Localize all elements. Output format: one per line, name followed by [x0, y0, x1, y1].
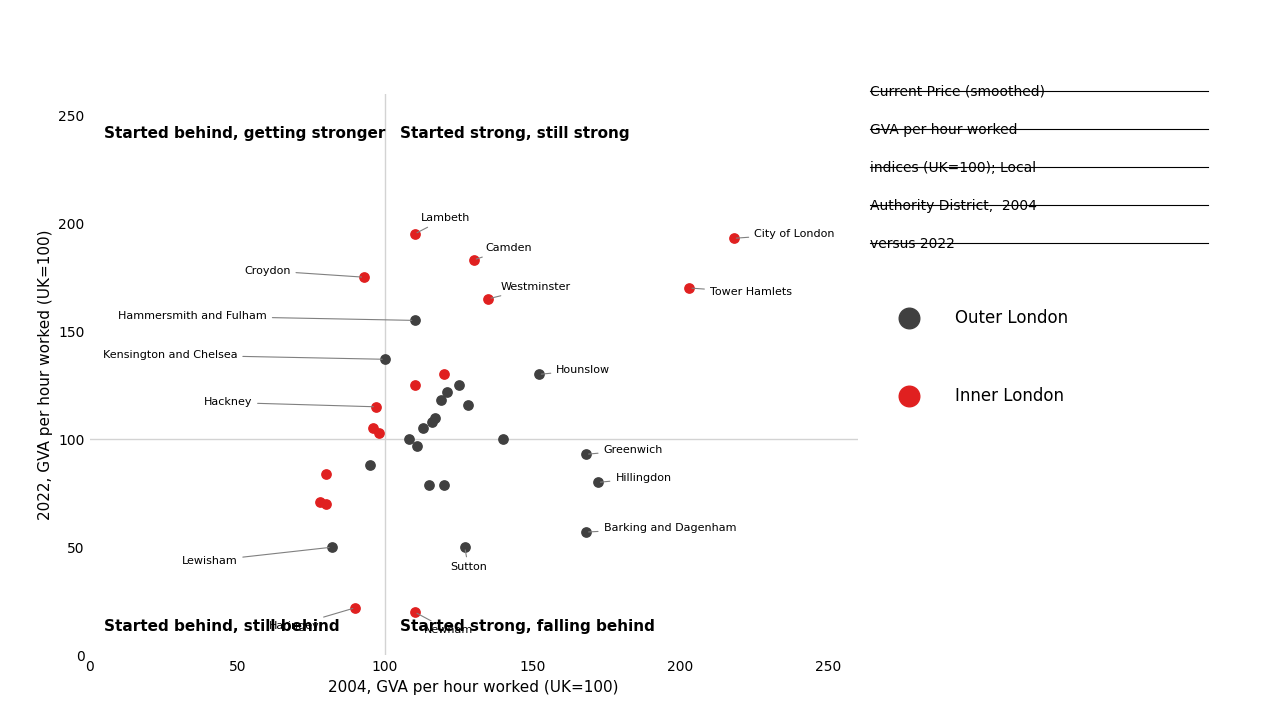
- Point: [678, 282, 699, 294]
- Text: Westminster: Westminster: [492, 282, 571, 298]
- Text: Current Price (smoothed): Current Price (smoothed): [870, 85, 1046, 99]
- X-axis label: 2004, GVA per hour worked (UK=100): 2004, GVA per hour worked (UK=100): [329, 680, 618, 695]
- Point: [431, 395, 452, 406]
- Point: [364, 423, 384, 434]
- Point: [899, 390, 919, 402]
- Point: [366, 401, 387, 413]
- Point: [434, 479, 454, 490]
- Point: [457, 399, 477, 410]
- Point: [407, 440, 428, 451]
- Text: Croydon: Croydon: [244, 266, 361, 277]
- Text: Haringey: Haringey: [269, 608, 353, 631]
- Y-axis label: 2022, GVA per hour worked (UK=100): 2022, GVA per hour worked (UK=100): [38, 229, 52, 520]
- Text: indices (UK=100); Local: indices (UK=100); Local: [870, 161, 1037, 175]
- Point: [422, 416, 443, 428]
- Text: Greenwich: Greenwich: [589, 445, 663, 455]
- Point: [899, 312, 919, 324]
- Text: LSE: LSE: [1123, 636, 1213, 678]
- Text: Lambeth: Lambeth: [417, 213, 470, 233]
- Point: [436, 386, 457, 397]
- Text: City of London: City of London: [736, 229, 835, 239]
- Point: [588, 477, 608, 488]
- Point: [419, 479, 439, 490]
- Point: [454, 541, 475, 553]
- Point: [479, 293, 499, 305]
- Point: [316, 468, 337, 480]
- Text: Kensington and Chelsea: Kensington and Chelsea: [102, 350, 383, 360]
- Text: Not all boroughs are thriving: Not all boroughs are thriving: [300, 17, 980, 59]
- Text: Started strong, still strong: Started strong, still strong: [399, 126, 630, 141]
- Point: [463, 254, 484, 266]
- Text: Inner London: Inner London: [955, 387, 1064, 405]
- Point: [404, 606, 425, 618]
- Text: Barking and Dagenham: Barking and Dagenham: [589, 523, 736, 533]
- Point: [723, 233, 744, 244]
- Text: Tower Hamlets: Tower Hamlets: [692, 287, 792, 297]
- Point: [434, 369, 454, 380]
- Point: [404, 379, 425, 391]
- Point: [316, 498, 337, 510]
- Point: [360, 459, 380, 471]
- Point: [404, 315, 425, 326]
- Point: [355, 271, 375, 283]
- Point: [413, 423, 434, 434]
- Text: Newham: Newham: [417, 613, 472, 635]
- Text: Hammersmith and Fulham: Hammersmith and Fulham: [118, 311, 412, 321]
- Point: [404, 228, 425, 240]
- Point: [576, 449, 596, 460]
- Point: [398, 433, 419, 445]
- Text: GVA per hour worked: GVA per hour worked: [870, 123, 1018, 137]
- Point: [310, 496, 330, 508]
- Text: versus 2022: versus 2022: [870, 237, 955, 251]
- Text: Started behind, getting stronger: Started behind, getting stronger: [105, 126, 385, 141]
- Point: [529, 369, 549, 380]
- Text: Camden: Camden: [476, 243, 532, 259]
- Text: Lewisham: Lewisham: [182, 547, 329, 566]
- Point: [493, 433, 513, 445]
- Point: [375, 354, 396, 365]
- Text: Started strong, falling behind: Started strong, falling behind: [399, 618, 654, 634]
- Point: [425, 412, 445, 423]
- Point: [448, 379, 468, 391]
- Text: Outer London: Outer London: [955, 310, 1068, 327]
- Point: [321, 541, 342, 553]
- Text: Sutton: Sutton: [451, 550, 486, 572]
- Point: [346, 602, 366, 613]
- Point: [576, 526, 596, 538]
- Text: Started behind, still behind: Started behind, still behind: [105, 618, 340, 634]
- Text: Hackney: Hackney: [204, 397, 374, 408]
- Text: Hounslow: Hounslow: [541, 365, 611, 375]
- Text: Hillingdon: Hillingdon: [600, 473, 672, 483]
- Point: [369, 427, 389, 438]
- Text: Authority District,  2004: Authority District, 2004: [870, 199, 1037, 213]
